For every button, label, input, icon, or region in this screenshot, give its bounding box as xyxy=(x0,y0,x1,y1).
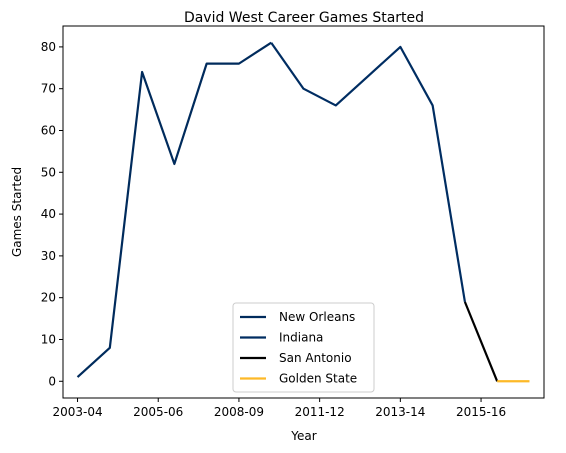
y-tick-label: 10 xyxy=(41,332,56,346)
y-tick-label: 80 xyxy=(41,40,56,54)
series-line-new-orleans xyxy=(76,41,272,378)
legend-label: Indiana xyxy=(279,331,323,345)
y-tick-label: 70 xyxy=(41,82,56,96)
legend-label: New Orleans xyxy=(279,310,355,324)
chart-title: David West Career Games Started xyxy=(184,10,424,26)
x-tick-label: 2005-06 xyxy=(133,405,183,419)
x-tick-label: 2015-16 xyxy=(456,405,506,419)
y-tick-label: 30 xyxy=(41,249,56,263)
y-tick-label: 60 xyxy=(41,123,56,137)
legend-label: Golden State xyxy=(279,372,357,386)
y-tick-label: 50 xyxy=(41,165,56,179)
x-tick-label: 2003-04 xyxy=(52,405,102,419)
legend-box xyxy=(232,302,375,393)
x-tick-label: 2011-12 xyxy=(295,405,345,419)
x-axis: 2003-04 2005-06 2008-09 2011-12 2013-14 2015-… xyxy=(52,398,506,419)
y-axis: 0 10 20 30 40 50 60 70 80 xyxy=(41,40,63,388)
plot-frame xyxy=(62,25,545,399)
y-axis-label: Games Started xyxy=(10,167,24,257)
legend-label: San Antonio xyxy=(279,351,352,365)
y-tick-label: 20 xyxy=(41,291,56,305)
series-line-san-antonio xyxy=(463,301,499,382)
x-tick-label: 2013-14 xyxy=(375,405,425,419)
y-tick-label: 0 xyxy=(48,374,56,388)
x-axis-label: Year xyxy=(290,429,316,443)
y-tick-label: 40 xyxy=(41,207,56,221)
series-lines xyxy=(76,41,530,383)
series-line-indiana xyxy=(270,42,466,303)
legend: New Orleans Indiana San Antonio Golden Stat… xyxy=(232,302,375,393)
x-tick-label: 2008-09 xyxy=(214,405,264,419)
